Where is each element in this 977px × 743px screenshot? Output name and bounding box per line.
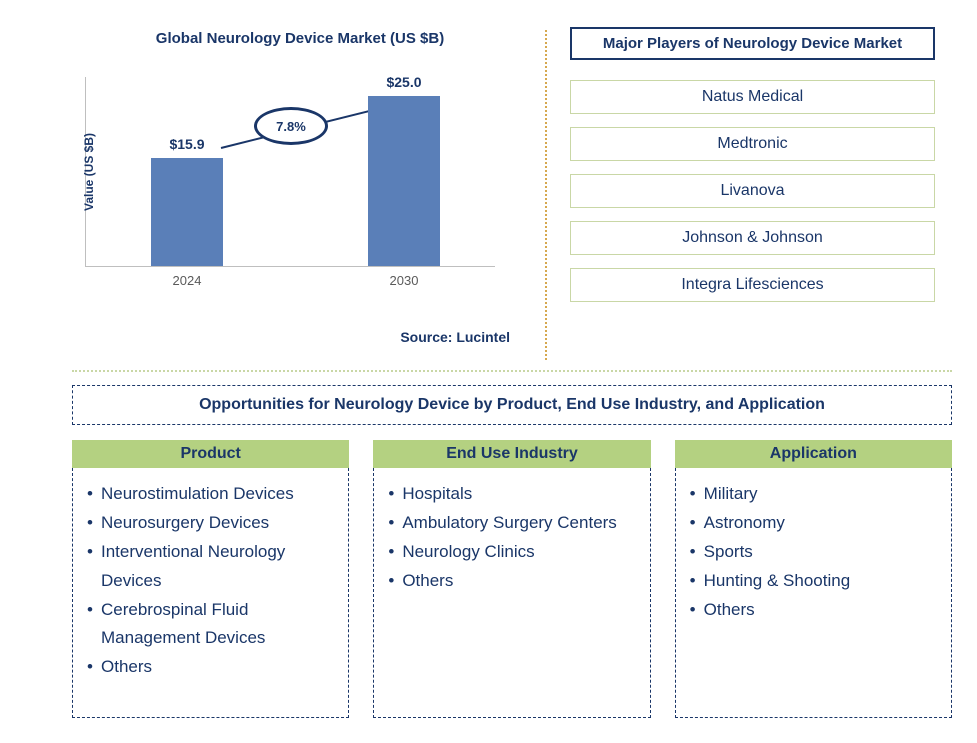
- column-header: End Use Industry: [373, 440, 650, 468]
- players-list: Natus Medical Medtronic Livanova Johnson & …: [570, 80, 935, 302]
- list-item: Sports: [690, 538, 947, 567]
- list-item: Others: [388, 567, 645, 596]
- column-list: Neurostimulation DevicesNeurosurgery Dev…: [87, 480, 344, 682]
- player-item: Natus Medical: [570, 80, 935, 114]
- column-body: MilitaryAstronomySportsHunting & Shootin…: [675, 468, 952, 718]
- list-item: Others: [87, 653, 344, 682]
- player-item: Johnson & Johnson: [570, 221, 935, 255]
- player-item: Livanova: [570, 174, 935, 208]
- opportunities-title: Opportunities for Neurology Device by Pr…: [72, 385, 952, 425]
- y-axis-label: Value (US $B): [82, 132, 96, 210]
- players-title: Major Players of Neurology Device Market: [570, 27, 935, 60]
- list-item: Hunting & Shooting: [690, 567, 947, 596]
- growth-rate-label: 7.8%: [276, 119, 306, 134]
- bar-chart: Value (US $B) 7.8% $15.9 $25.0 2024 2030: [85, 77, 495, 267]
- column-header: Application: [675, 440, 952, 468]
- opportunities-columns: Product Neurostimulation DevicesNeurosurg…: [72, 440, 952, 718]
- list-item: Neurology Clinics: [388, 538, 645, 567]
- opportunity-column: Application MilitaryAstronomySportsHuntin…: [675, 440, 952, 718]
- x-tick-2024: 2024: [151, 273, 223, 288]
- chart-source: Source: Lucintel: [400, 329, 510, 345]
- bar-value-label: $15.9: [151, 136, 223, 152]
- list-item: Astronomy: [690, 509, 947, 538]
- vertical-divider: [545, 30, 547, 360]
- opportunity-column: Product Neurostimulation DevicesNeurosurg…: [72, 440, 349, 718]
- list-item: Hospitals: [388, 480, 645, 509]
- list-item: Military: [690, 480, 947, 509]
- list-item: Interventional Neurology Devices: [87, 538, 344, 596]
- list-item: Neurostimulation Devices: [87, 480, 344, 509]
- opportunity-column: End Use Industry HospitalsAmbulatory Surg…: [373, 440, 650, 718]
- column-body: Neurostimulation DevicesNeurosurgery Dev…: [72, 468, 349, 718]
- top-section: Global Neurology Device Market (US $B) V…: [0, 0, 977, 370]
- bar-2024: $15.9: [151, 158, 223, 266]
- list-item: Cerebrospinal Fluid Management Devices: [87, 596, 344, 654]
- chart-panel: Global Neurology Device Market (US $B) V…: [0, 0, 540, 370]
- bar-value-label: $25.0: [368, 74, 440, 90]
- column-list: MilitaryAstronomySportsHunting & Shootin…: [690, 480, 947, 624]
- list-item: Others: [690, 596, 947, 625]
- list-item: Neurosurgery Devices: [87, 509, 344, 538]
- major-players-panel: Major Players of Neurology Device Market…: [540, 0, 960, 370]
- column-list: HospitalsAmbulatory Surgery CentersNeuro…: [388, 480, 645, 596]
- chart-title: Global Neurology Device Market (US $B): [80, 30, 520, 47]
- list-item: Ambulatory Surgery Centers: [388, 509, 645, 538]
- bar-2030: $25.0: [368, 96, 440, 266]
- horizontal-divider: [72, 370, 952, 372]
- x-tick-2030: 2030: [368, 273, 440, 288]
- player-item: Integra Lifesciences: [570, 268, 935, 302]
- column-body: HospitalsAmbulatory Surgery CentersNeuro…: [373, 468, 650, 718]
- player-item: Medtronic: [570, 127, 935, 161]
- column-header: Product: [72, 440, 349, 468]
- growth-rate-ellipse: 7.8%: [254, 107, 328, 145]
